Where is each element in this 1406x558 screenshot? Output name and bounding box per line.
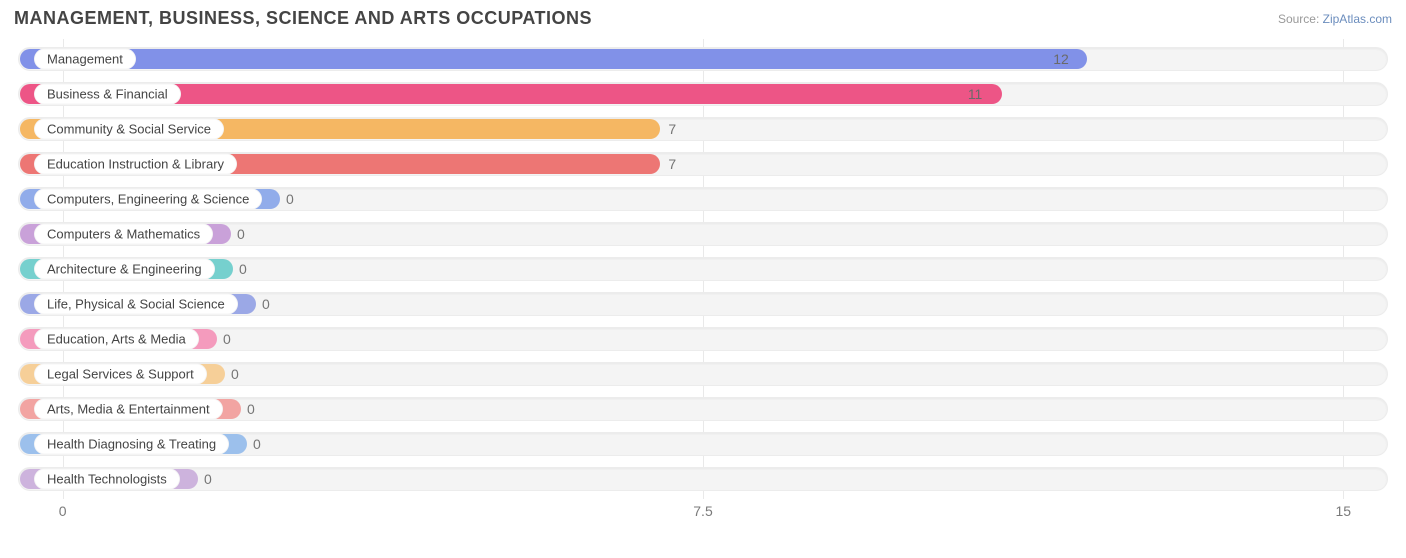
bar-label: Legal Services & Support <box>34 364 207 385</box>
bar-value: 0 <box>204 471 212 487</box>
bar-value: 0 <box>239 261 247 277</box>
bar-value: 7 <box>668 156 676 172</box>
source-label: Source: <box>1278 12 1319 26</box>
bar-label: Business & Financial <box>34 83 181 104</box>
bar-value: 0 <box>237 226 245 242</box>
chart-title: MANAGEMENT, BUSINESS, SCIENCE AND ARTS O… <box>14 8 592 29</box>
bar-row: Health Diagnosing & Treating 0 <box>10 430 1396 458</box>
bar-label: Education, Arts & Media <box>34 329 199 350</box>
bar-row: Education Instruction & Library 7 <box>10 150 1396 178</box>
bar-label: Life, Physical & Social Science <box>34 293 238 314</box>
bar-label: Health Technologists <box>34 469 180 490</box>
bar-row: Health Technologists 0 <box>10 465 1396 493</box>
bar-row: Computers & Mathematics 0 <box>10 220 1396 248</box>
bar-label: Education Instruction & Library <box>34 153 237 174</box>
bar-label: Health Diagnosing & Treating <box>34 434 229 455</box>
bar-label: Computers, Engineering & Science <box>34 188 262 209</box>
bar-value: 12 <box>1053 51 1069 67</box>
bar-row: Computers, Engineering & Science 0 <box>10 185 1396 213</box>
bar-label: Arts, Media & Entertainment <box>34 399 223 420</box>
bar-label: Management <box>34 48 136 69</box>
bar-row: Legal Services & Support 0 <box>10 360 1396 388</box>
x-axis: 0 7.5 15 <box>10 499 1396 529</box>
bar-value: 11 <box>968 86 983 102</box>
bar-value: 0 <box>253 436 261 452</box>
bar-value: 7 <box>668 121 676 137</box>
chart-area: Management 12 Business & Financial 11 Commun… <box>10 39 1396 529</box>
bar-label: Architecture & Engineering <box>34 258 215 279</box>
bar-fill <box>20 49 1087 69</box>
bar-value: 0 <box>223 331 231 347</box>
source-link: ZipAtlas.com <box>1323 12 1392 26</box>
bar-value: 0 <box>286 191 294 207</box>
x-tick: 15 <box>1336 503 1352 519</box>
bar-label: Computers & Mathematics <box>34 223 213 244</box>
bars-container: Management 12 Business & Financial 11 Commun… <box>10 39 1396 499</box>
bar-row: Life, Physical & Social Science 0 <box>10 290 1396 318</box>
bar-row: Arts, Media & Entertainment 0 <box>10 395 1396 423</box>
source-attribution: Source: ZipAtlas.com <box>1278 12 1392 26</box>
bar-value: 0 <box>231 366 239 382</box>
bar-value: 0 <box>247 401 255 417</box>
chart-header: MANAGEMENT, BUSINESS, SCIENCE AND ARTS O… <box>0 0 1406 33</box>
bar-row: Management 12 <box>10 45 1396 73</box>
bar-label: Community & Social Service <box>34 118 224 139</box>
bar-row: Education, Arts & Media 0 <box>10 325 1396 353</box>
bar-row: Business & Financial 11 <box>10 80 1396 108</box>
x-tick: 0 <box>59 503 67 519</box>
x-tick: 7.5 <box>693 503 712 519</box>
bar-track <box>18 467 1388 491</box>
bar-row: Community & Social Service 7 <box>10 115 1396 143</box>
bar-value: 0 <box>262 296 270 312</box>
bar-row: Architecture & Engineering 0 <box>10 255 1396 283</box>
